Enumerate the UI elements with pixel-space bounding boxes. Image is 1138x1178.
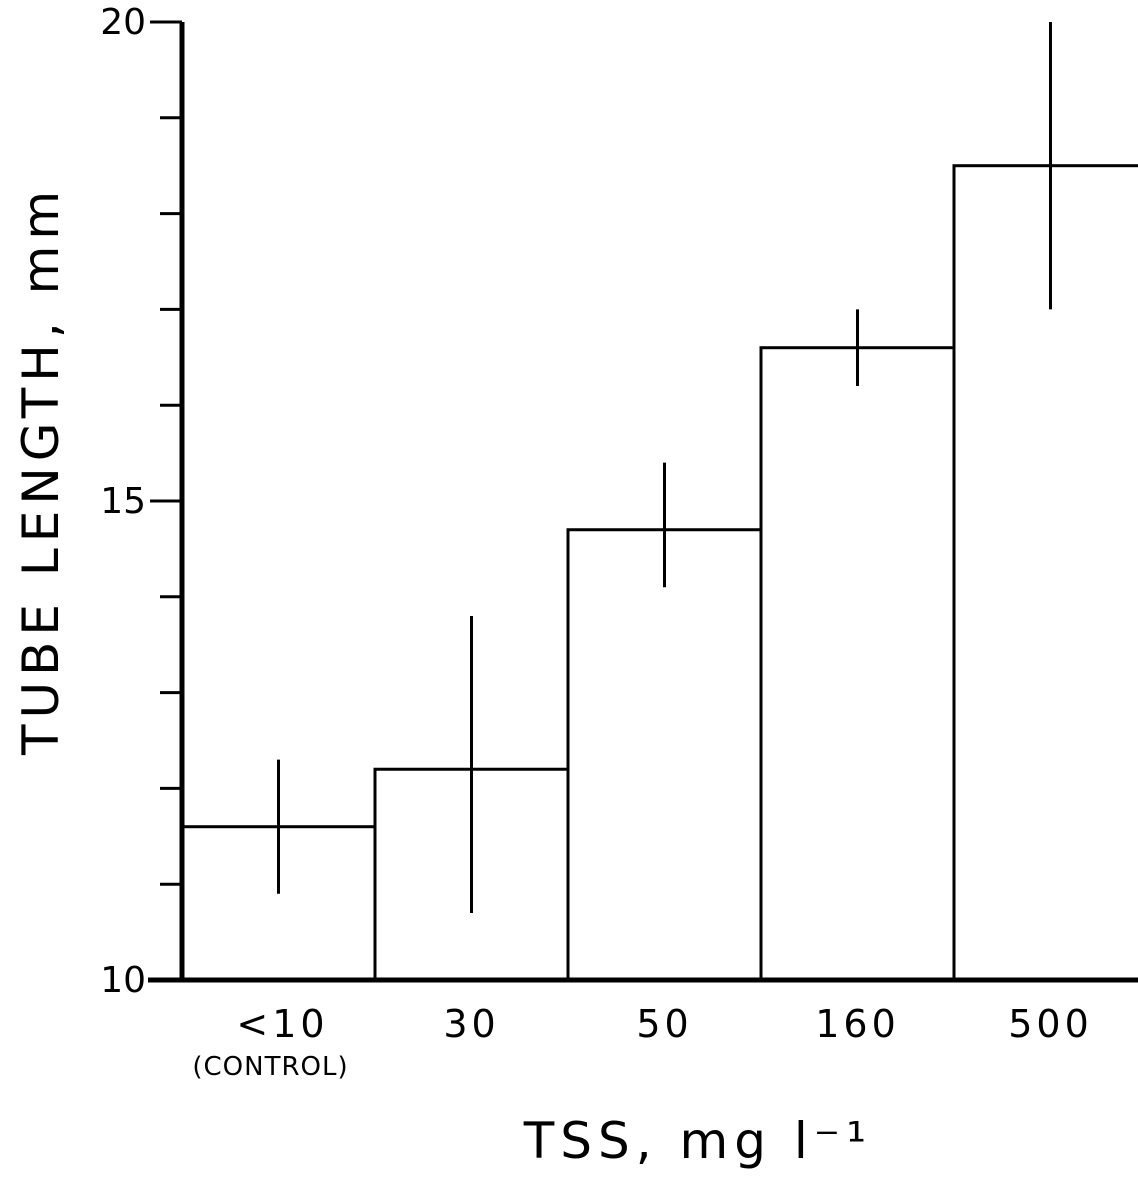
y-axis-title: TUBE LENGTH, mm — [12, 185, 70, 756]
y-tick-label-10: 20 — [100, 2, 146, 43]
bar-3 — [759, 346, 956, 982]
x-tick-label-2: 50 — [636, 1002, 692, 1046]
axes — [148, 20, 1138, 983]
x-axis-title: TSS, mg l⁻¹ — [523, 1112, 872, 1170]
bar-4 — [952, 164, 1138, 982]
x-tick-label-3: 160 — [815, 1002, 900, 1046]
y-tick-label-5: 15 — [100, 481, 146, 522]
bar-2 — [566, 528, 763, 982]
error-bars — [277, 22, 1052, 913]
y-tick-label-0: 10 — [100, 960, 146, 1001]
x-tick-label-4: 500 — [1008, 1002, 1093, 1046]
x-tick-sublabel-0: (CONTROL) — [192, 1052, 348, 1082]
x-tick-label-0: <10 — [236, 1002, 328, 1046]
bars — [180, 164, 1138, 982]
labels: 10 15 20 <10 (CONTROL) 30 50 160 500 — [100, 2, 1093, 1082]
x-tick-label-1: 30 — [443, 1002, 499, 1046]
